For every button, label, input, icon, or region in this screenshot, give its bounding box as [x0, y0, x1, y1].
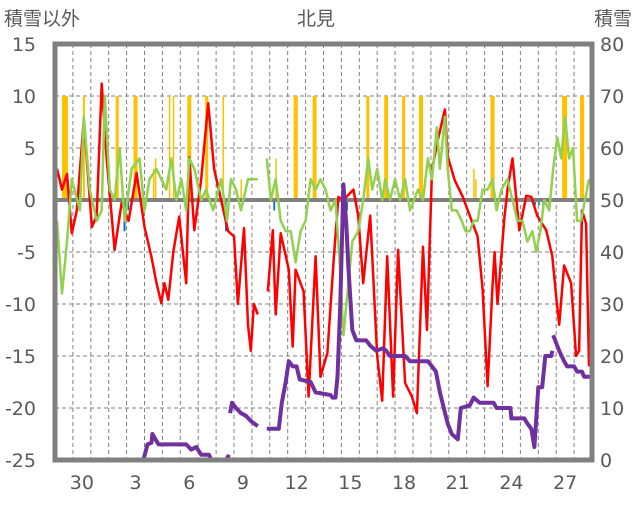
- orange-bar: [312, 96, 317, 200]
- right-tick-label: 10: [600, 398, 624, 420]
- bars: [61, 96, 585, 232]
- blue-bar: [534, 200, 536, 206]
- x-tick-label: 18: [392, 472, 416, 494]
- blue-bar: [127, 200, 130, 211]
- right-tick-label: 70: [600, 86, 624, 108]
- orange-bar: [187, 96, 192, 200]
- blue-bar: [538, 200, 540, 206]
- orange-bar: [82, 96, 85, 200]
- right-tick-label: 60: [600, 138, 624, 160]
- right-tick-label: 80: [600, 34, 624, 56]
- right-tick-label: 20: [600, 346, 624, 368]
- blue-bar: [273, 200, 276, 211]
- x-tick-label: 24: [499, 472, 523, 494]
- purple-series-line: [55, 182, 591, 462]
- left-tick-label: -15: [5, 346, 36, 368]
- orange-bar: [115, 96, 119, 200]
- chart-title: 北見: [297, 8, 335, 30]
- x-tick-label: 27: [553, 472, 577, 494]
- orange-bar: [240, 179, 242, 200]
- left-tick-label: 15: [12, 34, 36, 56]
- orange-bar: [418, 96, 424, 200]
- x-tick-label: 9: [237, 472, 249, 494]
- left-tick-label: 5: [24, 138, 36, 160]
- left-tick-label: -5: [17, 242, 36, 264]
- left-tick-label: 10: [12, 86, 36, 108]
- right-tick-label: 50: [600, 190, 624, 212]
- series-lines: [55, 82, 591, 462]
- x-tick-label: 3: [130, 472, 142, 494]
- orange-bar: [172, 96, 175, 200]
- orange-bar: [580, 96, 585, 200]
- orange-bar: [366, 96, 370, 200]
- left-tick-label: -25: [5, 450, 36, 472]
- green-series-line: [55, 94, 591, 337]
- right-tick-label: 0: [600, 450, 612, 472]
- orange-bar: [154, 158, 157, 200]
- left-tick-label: -10: [5, 294, 36, 316]
- left-axis-label: 積雪以外: [4, 8, 80, 30]
- x-tick-label: 21: [446, 472, 470, 494]
- blue-bar: [346, 200, 348, 211]
- right-axis-label: 積雪: [594, 8, 632, 30]
- x-tick-label: 15: [338, 472, 362, 494]
- x-tick-label: 6: [183, 472, 195, 494]
- x-tick-label: 30: [70, 472, 94, 494]
- orange-bar: [152, 168, 155, 200]
- right-tick-label: 30: [600, 294, 624, 316]
- orange-bar: [490, 96, 495, 200]
- x-tick-label: 12: [285, 472, 309, 494]
- left-tick-label: -20: [5, 398, 36, 420]
- orange-bar: [384, 96, 389, 200]
- orange-bar: [61, 96, 68, 200]
- right-tick-label: 40: [600, 242, 624, 264]
- orange-bar: [205, 96, 209, 200]
- orange-bar: [293, 96, 298, 200]
- orange-bar: [168, 96, 171, 200]
- orange-bar: [562, 96, 568, 200]
- orange-bar: [402, 96, 406, 200]
- orange-bar: [222, 96, 225, 200]
- orange-bar: [475, 179, 477, 200]
- plot-frame: [52, 41, 595, 463]
- left-tick-label: 0: [24, 190, 36, 212]
- orange-bar: [133, 96, 138, 200]
- orange-bar: [473, 168, 475, 200]
